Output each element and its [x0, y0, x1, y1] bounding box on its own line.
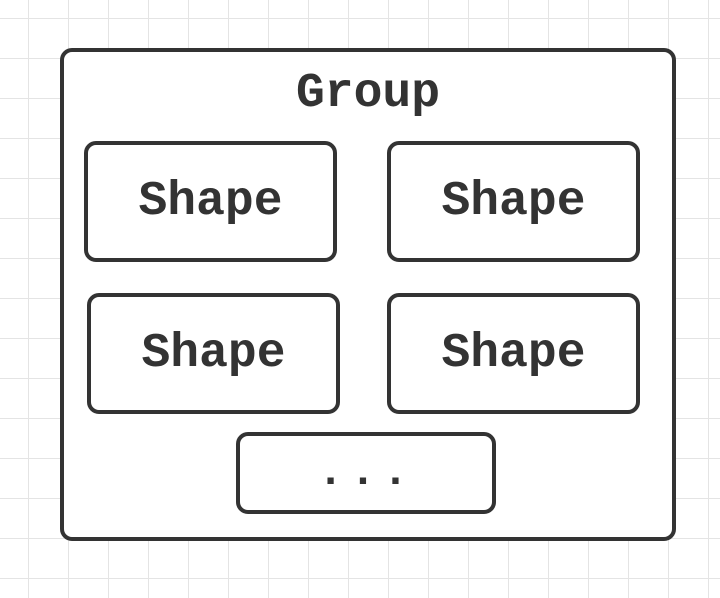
shape-box-1[interactable]: Shape	[84, 141, 337, 262]
shape-box-2[interactable]: Shape	[387, 141, 640, 262]
shape-label-3: Shape	[141, 326, 286, 381]
shape-box-3[interactable]: Shape	[87, 293, 340, 414]
more-shapes-label: ...	[317, 448, 415, 498]
shape-box-4[interactable]: Shape	[387, 293, 640, 414]
shape-label-4: Shape	[441, 326, 586, 381]
group-title: Group	[295, 67, 441, 121]
shape-label-1: Shape	[138, 174, 283, 229]
more-shapes-box[interactable]: ...	[236, 432, 496, 514]
shape-label-2: Shape	[441, 174, 586, 229]
